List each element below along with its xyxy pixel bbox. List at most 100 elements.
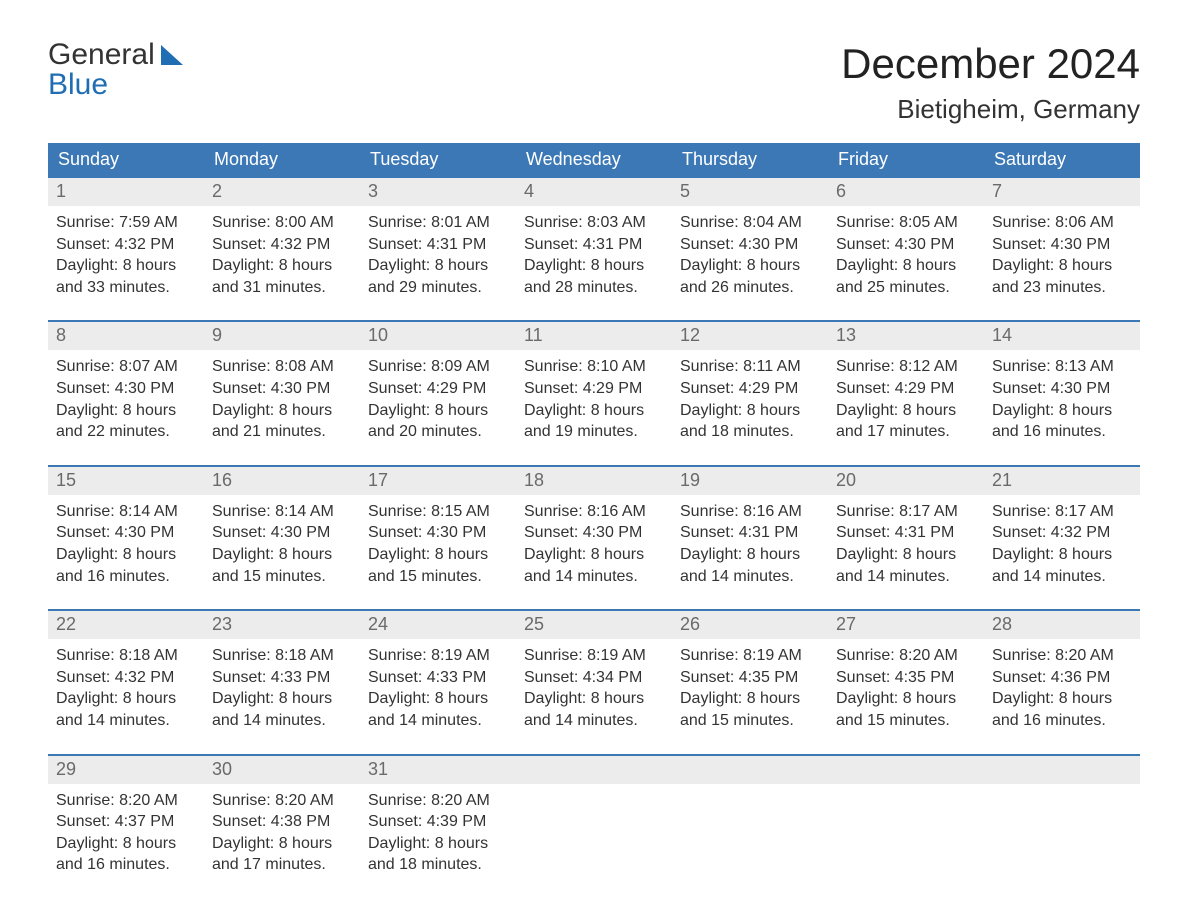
daynum-row: 1234567	[48, 178, 1140, 206]
day-number: 8	[48, 322, 204, 350]
sunrise-line: Sunrise: 8:00 AM	[212, 212, 352, 234]
daylight-line: Daylight: 8 hours and 16 minutes.	[992, 400, 1132, 443]
day-body: Sunrise: 8:20 AMSunset: 4:36 PMDaylight:…	[984, 639, 1140, 735]
daynum-row: 15161718192021	[48, 467, 1140, 495]
day-number: 19	[672, 467, 828, 495]
week-row: 293031Sunrise: 8:20 AMSunset: 4:37 PMDay…	[48, 754, 1140, 880]
sunrise-line: Sunrise: 8:12 AM	[836, 356, 976, 378]
daylight-line: Daylight: 8 hours and 14 minutes.	[524, 544, 664, 587]
day-body: Sunrise: 8:11 AMSunset: 4:29 PMDaylight:…	[672, 350, 828, 446]
daylight-line: Daylight: 8 hours and 33 minutes.	[56, 255, 196, 298]
daylight-line: Daylight: 8 hours and 31 minutes.	[212, 255, 352, 298]
week-row: 22232425262728Sunrise: 8:18 AMSunset: 4:…	[48, 609, 1140, 735]
day-number: 22	[48, 611, 204, 639]
sunrise-line: Sunrise: 8:15 AM	[368, 501, 508, 523]
day-body: Sunrise: 8:20 AMSunset: 4:35 PMDaylight:…	[828, 639, 984, 735]
day-body: Sunrise: 8:18 AMSunset: 4:33 PMDaylight:…	[204, 639, 360, 735]
sunrise-line: Sunrise: 8:20 AM	[368, 790, 508, 812]
sunset-line: Sunset: 4:30 PM	[992, 234, 1132, 256]
daylight-line: Daylight: 8 hours and 28 minutes.	[524, 255, 664, 298]
day-body: Sunrise: 8:16 AMSunset: 4:31 PMDaylight:…	[672, 495, 828, 591]
daylight-line: Daylight: 8 hours and 29 minutes.	[368, 255, 508, 298]
day-body: Sunrise: 8:05 AMSunset: 4:30 PMDaylight:…	[828, 206, 984, 302]
month-title: December 2024	[841, 40, 1140, 88]
daynum-row: 293031	[48, 756, 1140, 784]
daylight-line: Daylight: 8 hours and 14 minutes.	[212, 688, 352, 731]
daylight-line: Daylight: 8 hours and 15 minutes.	[368, 544, 508, 587]
sunset-line: Sunset: 4:29 PM	[836, 378, 976, 400]
day-body	[984, 784, 1140, 880]
day-body: Sunrise: 8:19 AMSunset: 4:33 PMDaylight:…	[360, 639, 516, 735]
day-number: 9	[204, 322, 360, 350]
day-body: Sunrise: 8:01 AMSunset: 4:31 PMDaylight:…	[360, 206, 516, 302]
weekday-label: Thursday	[672, 143, 828, 178]
day-number: 23	[204, 611, 360, 639]
sunset-line: Sunset: 4:29 PM	[368, 378, 508, 400]
sunrise-line: Sunrise: 7:59 AM	[56, 212, 196, 234]
day-number: 4	[516, 178, 672, 206]
sunset-line: Sunset: 4:29 PM	[524, 378, 664, 400]
daylight-line: Daylight: 8 hours and 14 minutes.	[524, 688, 664, 731]
daylight-line: Daylight: 8 hours and 20 minutes.	[368, 400, 508, 443]
day-number: 14	[984, 322, 1140, 350]
day-body: Sunrise: 8:03 AMSunset: 4:31 PMDaylight:…	[516, 206, 672, 302]
sunrise-line: Sunrise: 8:20 AM	[992, 645, 1132, 667]
sunset-line: Sunset: 4:32 PM	[56, 234, 196, 256]
sunset-line: Sunset: 4:32 PM	[56, 667, 196, 689]
day-number: 5	[672, 178, 828, 206]
day-number: 16	[204, 467, 360, 495]
header: General Blue December 2024 Bietigheim, G…	[48, 40, 1140, 125]
day-number	[984, 756, 1140, 784]
logo-text-general: General	[48, 40, 155, 70]
daylight-line: Daylight: 8 hours and 18 minutes.	[680, 400, 820, 443]
sunrise-line: Sunrise: 8:14 AM	[212, 501, 352, 523]
daylight-line: Daylight: 8 hours and 16 minutes.	[56, 544, 196, 587]
sunrise-line: Sunrise: 8:19 AM	[368, 645, 508, 667]
sunset-line: Sunset: 4:30 PM	[56, 522, 196, 544]
day-number: 31	[360, 756, 516, 784]
sunrise-line: Sunrise: 8:06 AM	[992, 212, 1132, 234]
sunset-line: Sunset: 4:35 PM	[680, 667, 820, 689]
daylight-line: Daylight: 8 hours and 14 minutes.	[56, 688, 196, 731]
sunset-line: Sunset: 4:32 PM	[992, 522, 1132, 544]
weekday-label: Sunday	[48, 143, 204, 178]
sunset-line: Sunset: 4:36 PM	[992, 667, 1132, 689]
day-body: Sunrise: 8:00 AMSunset: 4:32 PMDaylight:…	[204, 206, 360, 302]
sunrise-line: Sunrise: 8:17 AM	[836, 501, 976, 523]
day-body: Sunrise: 8:15 AMSunset: 4:30 PMDaylight:…	[360, 495, 516, 591]
day-body: Sunrise: 8:16 AMSunset: 4:30 PMDaylight:…	[516, 495, 672, 591]
sunset-line: Sunset: 4:30 PM	[56, 378, 196, 400]
day-number: 17	[360, 467, 516, 495]
day-number: 2	[204, 178, 360, 206]
day-number: 3	[360, 178, 516, 206]
sunset-line: Sunset: 4:31 PM	[836, 522, 976, 544]
day-body: Sunrise: 8:07 AMSunset: 4:30 PMDaylight:…	[48, 350, 204, 446]
sunset-line: Sunset: 4:31 PM	[368, 234, 508, 256]
calendar: SundayMondayTuesdayWednesdayThursdayFrid…	[48, 143, 1140, 880]
sunrise-line: Sunrise: 8:04 AM	[680, 212, 820, 234]
day-number: 30	[204, 756, 360, 784]
weekday-label: Friday	[828, 143, 984, 178]
day-number: 18	[516, 467, 672, 495]
sunset-line: Sunset: 4:37 PM	[56, 811, 196, 833]
day-body: Sunrise: 8:17 AMSunset: 4:31 PMDaylight:…	[828, 495, 984, 591]
day-body: Sunrise: 8:19 AMSunset: 4:35 PMDaylight:…	[672, 639, 828, 735]
sunset-line: Sunset: 4:30 PM	[836, 234, 976, 256]
day-body: Sunrise: 8:12 AMSunset: 4:29 PMDaylight:…	[828, 350, 984, 446]
daylight-line: Daylight: 8 hours and 14 minutes.	[992, 544, 1132, 587]
day-body: Sunrise: 8:18 AMSunset: 4:32 PMDaylight:…	[48, 639, 204, 735]
day-body: Sunrise: 8:17 AMSunset: 4:32 PMDaylight:…	[984, 495, 1140, 591]
sunrise-line: Sunrise: 8:19 AM	[680, 645, 820, 667]
daylight-line: Daylight: 8 hours and 19 minutes.	[524, 400, 664, 443]
daylight-line: Daylight: 8 hours and 14 minutes.	[680, 544, 820, 587]
daylight-line: Daylight: 8 hours and 14 minutes.	[836, 544, 976, 587]
day-body: Sunrise: 8:20 AMSunset: 4:37 PMDaylight:…	[48, 784, 204, 880]
daylight-line: Daylight: 8 hours and 22 minutes.	[56, 400, 196, 443]
weekday-label: Monday	[204, 143, 360, 178]
daynum-row: 22232425262728	[48, 611, 1140, 639]
sail-icon	[161, 45, 183, 65]
sunrise-line: Sunrise: 8:14 AM	[56, 501, 196, 523]
sunset-line: Sunset: 4:30 PM	[212, 378, 352, 400]
sunrise-line: Sunrise: 8:10 AM	[524, 356, 664, 378]
daylight-line: Daylight: 8 hours and 26 minutes.	[680, 255, 820, 298]
